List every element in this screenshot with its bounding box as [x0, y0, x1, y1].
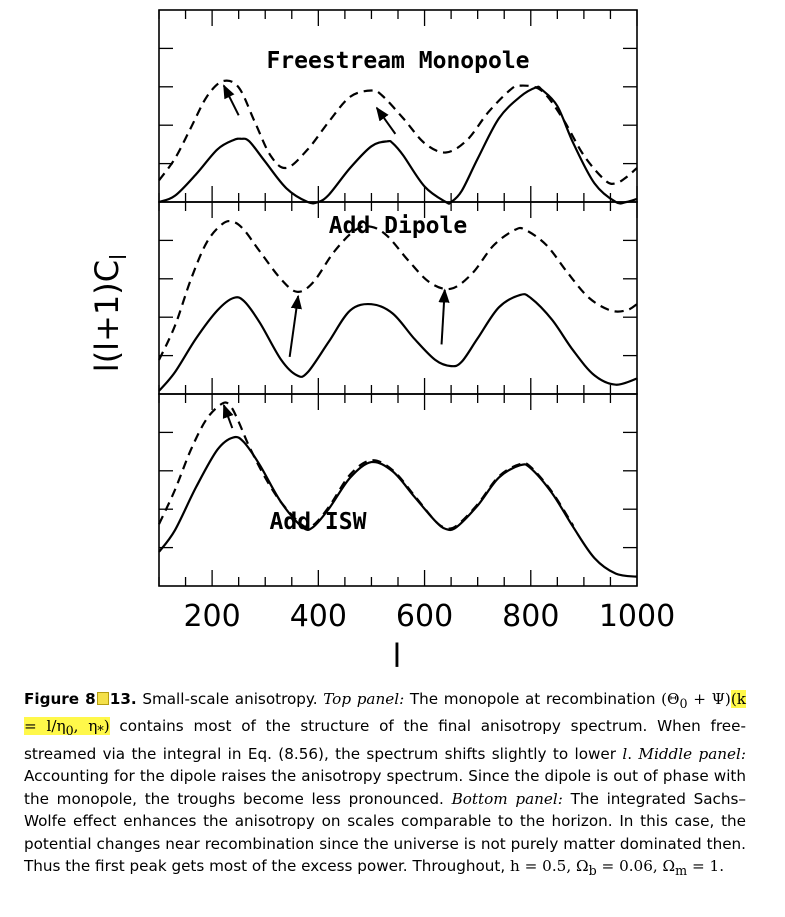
x-tick-label: 400 — [290, 599, 347, 634]
caption-label-suffix: 13. — [109, 690, 137, 708]
figure-chart: Freestream Monopole Add Dipole Add ISW 200… — [88, 9, 675, 675]
note-annotation-icon[interactable] — [96, 692, 109, 705]
series-dashed-line — [158, 401, 575, 530]
panel-title: Freestream Monopole — [266, 48, 529, 74]
caption-top-panel-label: Top panel: — [323, 690, 405, 708]
chart-panel-2: Add Dipole — [158, 201, 638, 395]
annotation-arrow — [288, 294, 302, 357]
caption-text-3: contains most of the structure of the fi… — [24, 717, 746, 763]
series-solid-line — [158, 85, 638, 205]
panel-title: Add Dipole — [329, 213, 467, 239]
caption-text-2: The monopole at recombination — [404, 690, 662, 708]
caption-bottom-panel-label: Bottom panel: — [451, 789, 563, 808]
series-solid-line — [158, 435, 638, 578]
y-axis-label-group: l(l+1)Cl — [88, 254, 132, 372]
x-tick-label: 600 — [396, 599, 453, 634]
annotation-arrow — [222, 84, 240, 116]
caption-text-4: . — [627, 744, 639, 763]
panel-frame — [158, 9, 638, 203]
caption-parameters: h = 0.5, Ωb = 0.06, Ωm = 1. — [510, 856, 725, 878]
caption-text-6: The integrated Sachs–Wolfe effect enhanc… — [24, 789, 747, 875]
annotation-arrow — [438, 288, 450, 345]
x-axis-label: l — [393, 637, 402, 675]
caption-text-1: Small-scale anisotropy. — [136, 690, 324, 708]
x-tick-label: 1000 — [599, 599, 675, 634]
figure-caption: Figure 8 13. Small-scale anisotropy. Top … — [24, 688, 746, 882]
y-axis-label: l(l+1)Cl — [88, 254, 132, 372]
caption-math-theta: (Θ0 + Ψ) — [661, 690, 731, 712]
chart-panel-1: Freestream Monopole — [158, 9, 638, 205]
caption-l-variable: l — [622, 744, 628, 763]
chart-panel-3: Add ISW — [158, 393, 638, 587]
y-axis-label-sub: l — [107, 254, 132, 260]
y-axis-label-main: l(l+1)C — [88, 260, 126, 372]
caption-middle-panel-label: Middle panel: — [638, 744, 747, 763]
annotation-arrow — [222, 403, 234, 429]
caption-figure-label: Figure 8 13. — [24, 690, 137, 708]
panel-title: Add ISW — [270, 509, 367, 535]
x-tick-label: 200 — [183, 599, 240, 634]
series-solid-line — [158, 293, 638, 392]
x-tick-label: 800 — [502, 599, 559, 634]
series-dashed-line — [158, 79, 638, 185]
annotation-arrow — [375, 106, 397, 135]
series-dashed-line — [158, 219, 638, 361]
caption-text-5: Accounting for the dipole raises the ani… — [24, 767, 746, 808]
caption-label-prefix: Figure 8 — [24, 690, 96, 708]
